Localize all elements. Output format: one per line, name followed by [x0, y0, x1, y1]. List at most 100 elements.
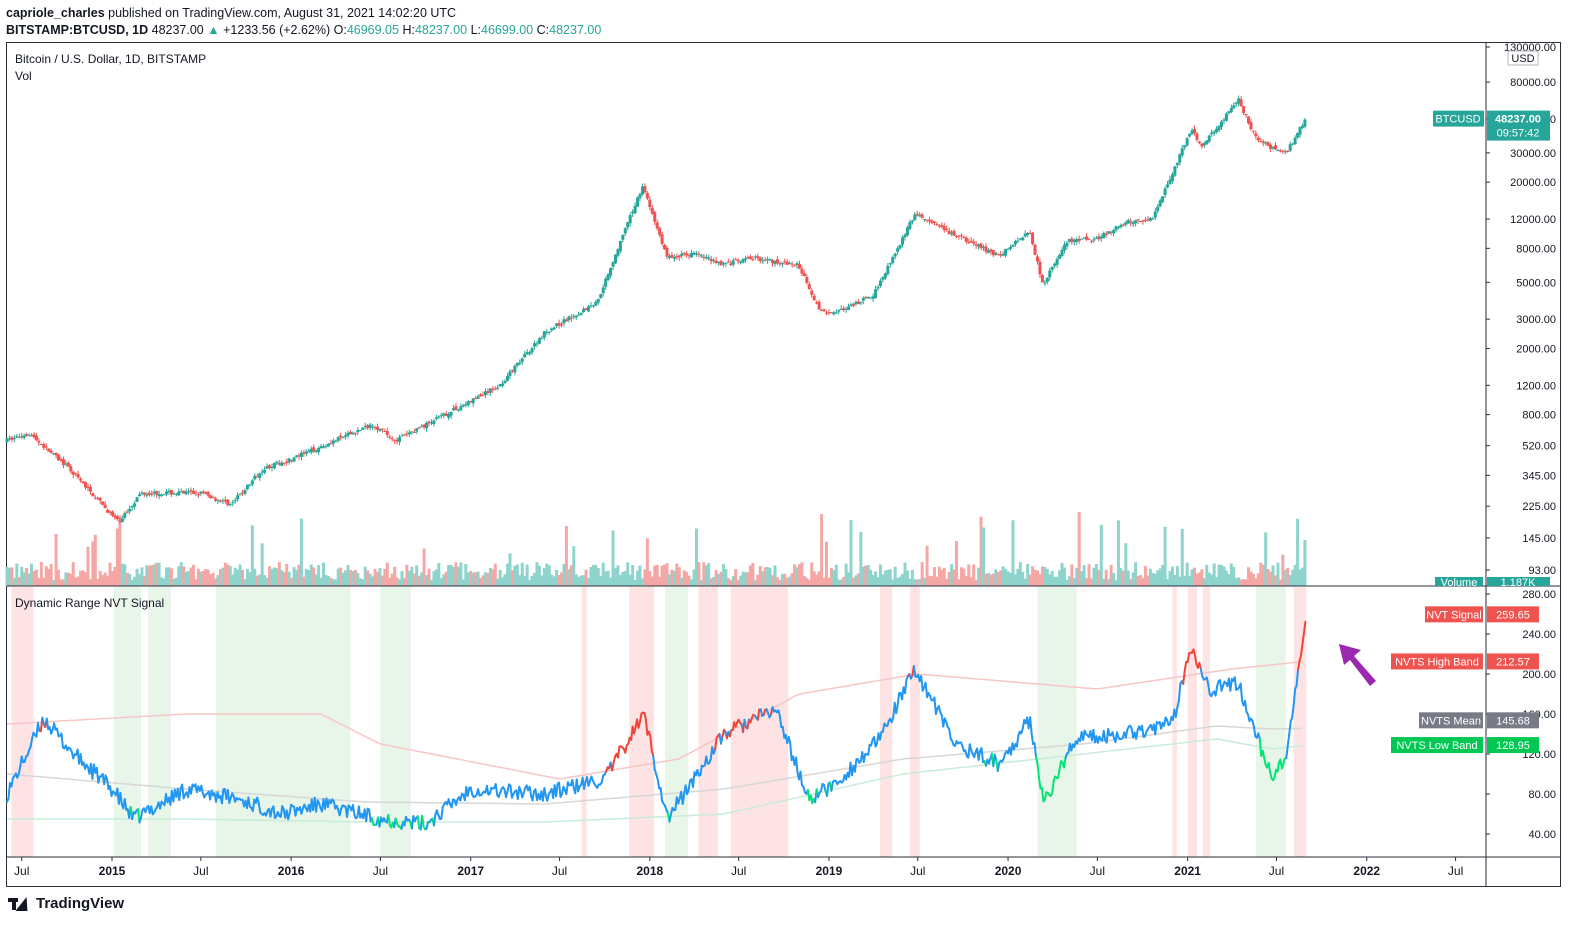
price-candle	[523, 353, 527, 358]
nvt-signal-segment	[190, 783, 194, 795]
nvt-signal-segment	[668, 813, 672, 823]
volume-bar	[572, 546, 576, 586]
volume-bar	[211, 572, 215, 586]
currency-box[interactable]	[1507, 50, 1539, 66]
volume-bar	[667, 574, 671, 586]
volume-bar	[618, 574, 622, 586]
price-candle	[685, 253, 689, 256]
price-candle	[515, 362, 519, 366]
nvt-signal-segment	[611, 762, 615, 772]
price-candle	[1026, 232, 1030, 235]
volume-bar	[947, 571, 951, 586]
price-candle	[405, 433, 409, 435]
price-candle	[714, 260, 718, 263]
price-candle	[1151, 218, 1155, 220]
price-candle	[1011, 244, 1015, 247]
price-candle	[562, 319, 566, 324]
price-candle	[245, 484, 249, 490]
volume-bar	[1045, 568, 1049, 586]
price-candle	[1224, 113, 1228, 121]
nvts-high-band-value-tag	[1487, 653, 1539, 670]
volume-bar	[552, 576, 556, 586]
volume-bar	[93, 534, 97, 586]
volume-bar	[172, 578, 176, 586]
nvt-tick-label: 40.00	[1528, 829, 1556, 841]
volume-bar	[663, 564, 667, 586]
volume-bar	[883, 570, 887, 586]
volume-bar	[214, 578, 218, 586]
price-candle	[1094, 238, 1098, 240]
volume-bar	[66, 572, 70, 586]
volume-bar	[383, 568, 387, 586]
price-candle	[231, 502, 235, 504]
nvt-signal-segment	[1233, 676, 1238, 691]
nvt-signal-segment	[878, 730, 883, 741]
nvt-signal-label-tag	[1425, 606, 1483, 623]
price-tick-label: 80000.00	[1510, 77, 1556, 89]
price-candle	[506, 376, 510, 381]
price-candle	[410, 431, 414, 433]
price-candle	[277, 463, 281, 465]
price-candle	[947, 230, 951, 235]
volume-bar	[196, 568, 200, 586]
volume-bar	[145, 565, 149, 586]
time-tick-label: 2022	[1353, 864, 1380, 878]
nvt-signal-segment	[416, 815, 421, 830]
price-candle	[572, 315, 576, 317]
volume-bar	[763, 567, 767, 586]
volume-bar	[187, 571, 191, 586]
price-candle	[309, 448, 313, 453]
price-candle	[753, 256, 757, 258]
nvt-signal-segment	[425, 820, 430, 830]
price-candle	[1180, 148, 1184, 156]
volume-bar	[476, 571, 480, 586]
nvt-signal-segment	[1186, 652, 1191, 663]
volume-bar	[1075, 567, 1079, 586]
price-candle	[270, 467, 274, 469]
nvts-low-band-value-tag	[1487, 737, 1539, 754]
price-candle	[120, 518, 124, 523]
volume-bar	[920, 562, 924, 586]
signal-zone-green	[147, 587, 171, 857]
price-candle	[66, 462, 70, 467]
volume-bar	[336, 568, 340, 586]
volume-bar	[861, 566, 865, 586]
volume-bar	[1244, 579, 1248, 586]
signal-zone-red	[1187, 587, 1197, 857]
price-candle	[1222, 119, 1226, 121]
volume-bar	[1251, 573, 1255, 586]
signal-zone-red	[581, 587, 587, 857]
price-candle	[255, 476, 259, 478]
price-candle	[1303, 119, 1307, 127]
volume-bar	[1296, 518, 1300, 586]
nvt-signal-segment	[528, 785, 533, 797]
price-candle	[319, 446, 323, 449]
price-candle	[797, 263, 801, 269]
footer-brand[interactable]: TradingView	[8, 895, 124, 912]
volume-bar	[1060, 562, 1064, 586]
price-candle	[530, 348, 534, 353]
volume-bar	[1004, 568, 1008, 586]
price-candle	[282, 462, 286, 464]
price-candle	[417, 427, 421, 429]
nvt-signal-segment	[1285, 744, 1289, 760]
price-candle	[326, 443, 330, 447]
volume-bar	[86, 546, 90, 586]
price-candle	[761, 260, 765, 262]
author-name[interactable]: capriole_charles	[6, 6, 105, 20]
volume-bar	[991, 573, 995, 586]
volume-bar	[582, 575, 586, 586]
price-candle	[425, 422, 429, 429]
price-candle	[456, 409, 460, 411]
nvt-signal-segment	[699, 764, 703, 777]
nvt-signal-segment	[743, 718, 748, 729]
price-candle	[643, 186, 647, 193]
price-candle	[1229, 108, 1233, 113]
volume-bar	[292, 567, 296, 586]
nvt-signal-segment	[903, 678, 908, 695]
time-tick-label: Jul	[14, 864, 29, 878]
volume-bar	[44, 566, 48, 586]
price-candle	[84, 482, 88, 488]
nvt-signal-segment	[60, 732, 64, 749]
